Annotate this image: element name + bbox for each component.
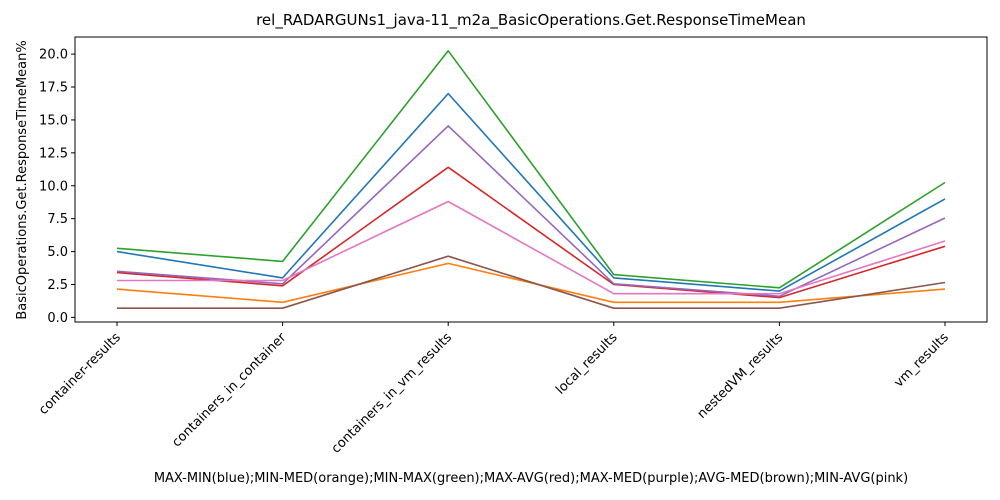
y-tick-label: 12.5 <box>39 146 68 161</box>
chart-title: rel_RADARGUNs1_java-11_m2a_BasicOperatio… <box>256 11 806 30</box>
y-tick-label: 17.5 <box>39 81 68 96</box>
y-tick-label: 0.0 <box>47 311 68 326</box>
y-axis-label: BasicOperations.Get.ResponseTimeMean% <box>15 40 30 319</box>
y-tick-label: 7.5 <box>47 212 68 227</box>
y-tick-label: 20.0 <box>39 48 68 63</box>
y-tick-label: 15.0 <box>39 113 68 128</box>
y-tick-label: 10.0 <box>39 179 68 194</box>
y-tick-label: 5.0 <box>47 245 68 260</box>
x-axis-label: MAX-MIN(blue);MIN-MED(orange);MIN-MAX(gr… <box>154 471 908 486</box>
y-tick-label: 2.5 <box>47 278 68 293</box>
